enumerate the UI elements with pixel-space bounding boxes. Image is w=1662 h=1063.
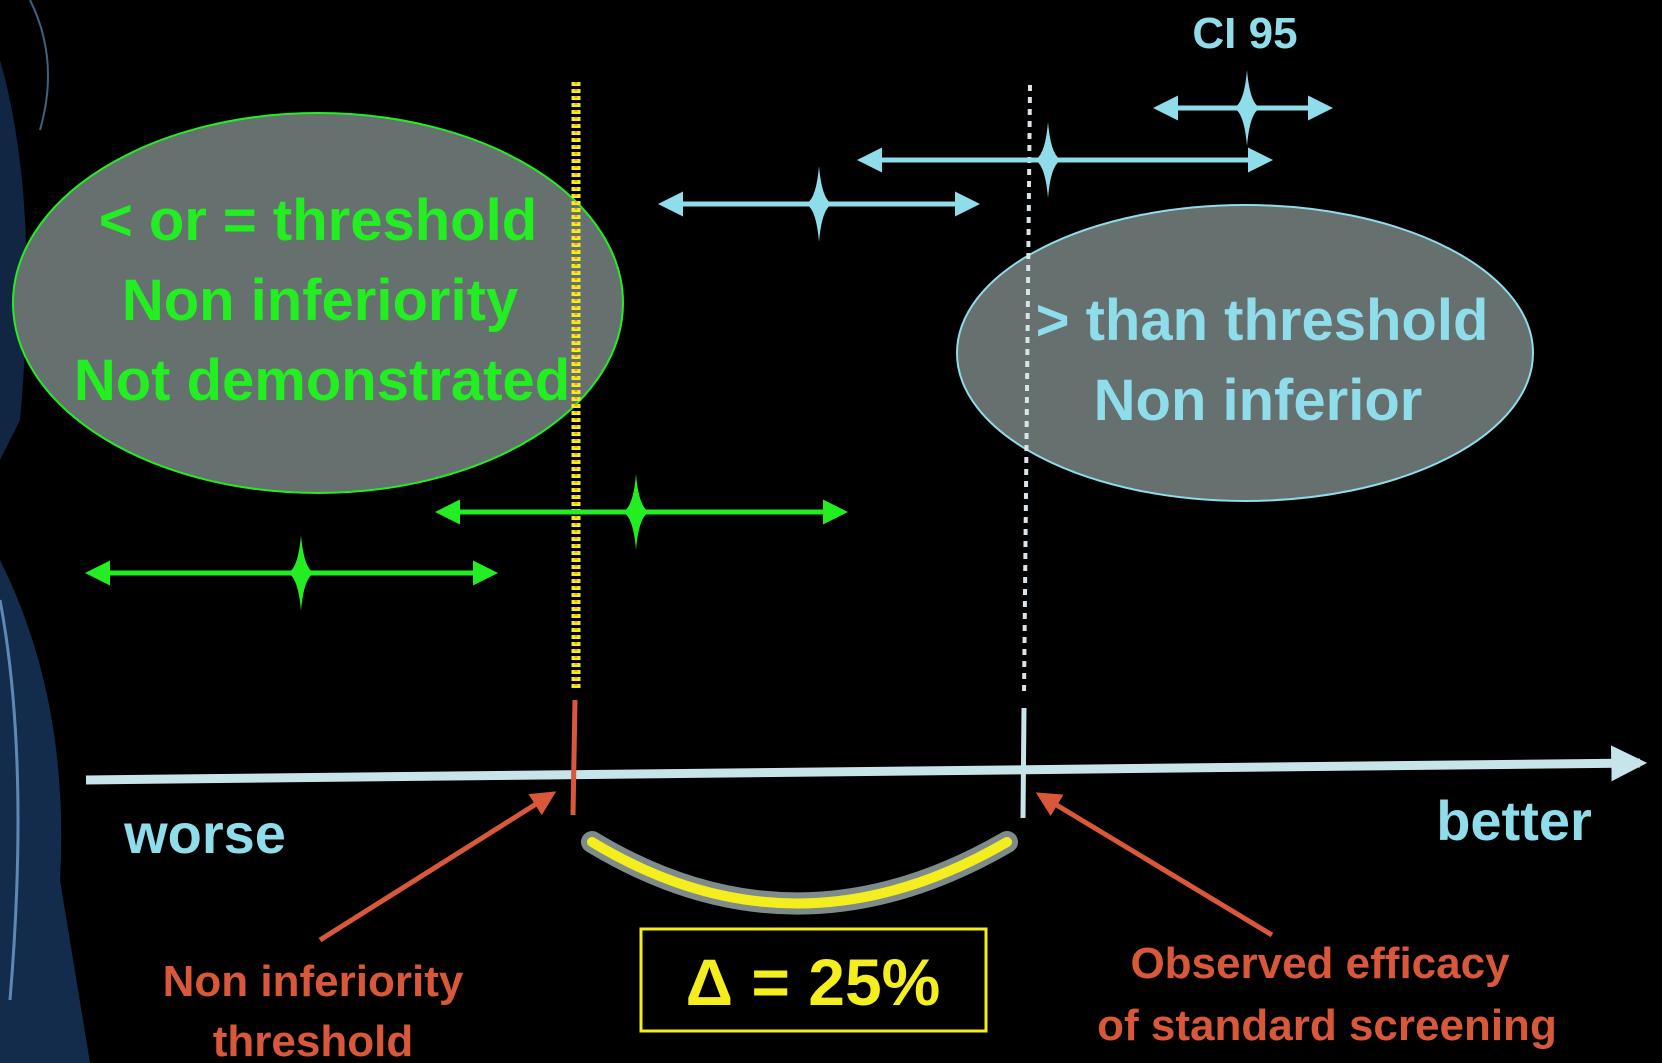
threshold-tick [570, 699, 578, 816]
efficacy-pointer-arrow [1035, 792, 1274, 938]
ci-interval-cyan-top-point-estimate [1233, 70, 1261, 146]
efficacy-label-line1: Observed efficacy [1130, 939, 1510, 988]
threshold-pointer-arrow [318, 791, 557, 943]
efficacy-label-line2: of standard screening [1097, 1001, 1557, 1050]
efficacy-line [1022, 84, 1032, 696]
ci-interval-green-left-point-estimate [287, 535, 315, 611]
ci-95-label: CI 95 [1192, 9, 1297, 58]
right-ellipse-line1: > than threshold [1036, 288, 1489, 353]
ci-interval-cyan-lower [658, 166, 980, 242]
axis-left-label: worse [123, 802, 286, 865]
axis-right-label: better [1436, 789, 1592, 852]
axis-line [85, 745, 1648, 785]
left-ellipse-line3: Not demonstrated [74, 348, 570, 413]
ci-interval-green-crossing [435, 474, 848, 550]
confidence-intervals [85, 70, 1333, 611]
left-ellipse-line1: < or = threshold [99, 188, 537, 253]
background-streaks [0, 0, 90, 1063]
left-ellipse [12, 112, 624, 494]
ci-interval-cyan-middle-point-estimate [1034, 122, 1062, 198]
left-ellipse-line2: Non inferiority [122, 268, 518, 333]
threshold-label-line1: Non inferiority [163, 957, 464, 1006]
delta-box [639, 927, 988, 1033]
ci-interval-green-left [85, 535, 498, 611]
ci-interval-cyan-middle [857, 122, 1273, 198]
efficacy-tick [1020, 707, 1027, 819]
right-ellipse [956, 204, 1534, 502]
ci-interval-cyan-top [1153, 70, 1333, 146]
ci-interval-cyan-lower-point-estimate [805, 166, 833, 242]
ci-interval-green-crossing-point-estimate [622, 474, 650, 550]
threshold-label-line2: threshold [213, 1017, 413, 1063]
delta-label: Δ = 25% [686, 945, 941, 1019]
delta-arc-inner [587, 837, 1012, 909]
right-ellipse-line2: Non inferior [1094, 368, 1423, 433]
